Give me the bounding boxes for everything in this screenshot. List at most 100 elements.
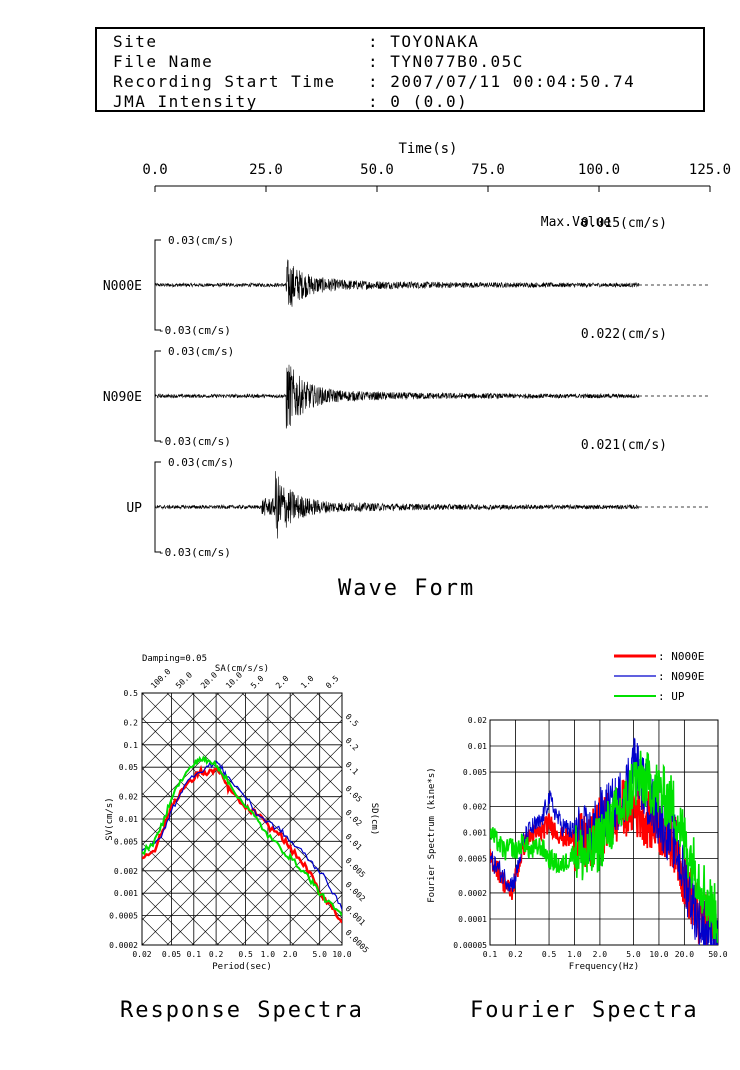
header-value: TYN077B0.05C [390, 52, 524, 71]
four-xtick-label: 1.0 [567, 950, 582, 959]
wave-bottom-label: -0.03(cm/s) [158, 546, 231, 559]
resp-sd-line [142, 693, 320, 871]
four-ytick-label: 0.002 [463, 802, 487, 811]
resp-sd-tick-label: 0.02 [344, 808, 364, 828]
resp-ytick-label: 0.05 [119, 763, 138, 772]
resp-ytick-label: 0.0005 [109, 911, 138, 920]
four-xtick-label: 0.1 [483, 950, 498, 959]
resp-xtick-label: 0.2 [209, 950, 224, 959]
response-spectra-chart: 0.5 0.2 0.1 0.05 0.02 0.01 0.005 0.002 0.001 0.00… [105, 645, 380, 972]
resp-sd-line [166, 769, 342, 945]
resp-sd-line [142, 693, 145, 696]
resp-sd-line [367, 645, 380, 945]
time-tick-label: 0.0 [142, 162, 167, 178]
four-xtick-label: 10.0 [649, 950, 668, 959]
header-row-jma: JMA Intensity: 0 (0.0) [113, 92, 468, 111]
resp-series-line [142, 764, 342, 924]
four-xtick-label: 2.0 [593, 950, 608, 959]
resp-xtick-label: 1.0 [261, 950, 276, 959]
max-value-label: Max.Value [541, 215, 612, 230]
resp-sd-line [142, 693, 270, 821]
header-row-site: Site: TOYONAKA [113, 32, 479, 51]
resp-sa-line [241, 693, 342, 794]
resp-xlabel: Period(sec) [212, 962, 272, 972]
legend-label: : N090E [658, 670, 704, 683]
resp-sa-line [216, 693, 342, 819]
resp-sa-line [142, 792, 295, 945]
resp-xtick-label: 10.0 [332, 950, 351, 959]
resp-sd-tick-label: 0.2 [344, 736, 361, 753]
four-ytick-label: 0.005 [463, 768, 487, 777]
header-info-box: Site: TOYONAKA File Name: TYN077B0.05C R… [95, 27, 705, 112]
four-series-line [490, 750, 718, 943]
resp-ytick-label: 0.1 [124, 741, 139, 750]
resp-sd-line [216, 819, 342, 945]
resp-sa-tick-label: 50.0 [174, 670, 194, 690]
resp-sd-line [142, 693, 195, 746]
wave-trace [154, 259, 640, 307]
resp-sa-line [142, 917, 170, 945]
resp-sa-tick-label: 1.0 [299, 674, 316, 691]
resp-ytick-label: 0.001 [114, 889, 138, 898]
resp-sd-tick-label: 0.01 [344, 832, 364, 852]
resp-sd-line [142, 693, 295, 846]
resp-ytick-label: 0.2 [124, 719, 139, 728]
time-tick-label: 75.0 [471, 162, 505, 178]
wave-bottom-label: -0.03(cm/s) [158, 324, 231, 337]
four-ylabel: Fourier Spectrum (kine*s) [427, 767, 437, 902]
resp-ytick-label: 0.002 [114, 867, 138, 876]
resp-sa-line [142, 817, 270, 945]
resp-sa-tick-label: 0.5 [324, 674, 341, 691]
resp-sd-line [142, 693, 220, 771]
resp-sd-tick-label: 0.1 [344, 760, 361, 777]
time-axis-label: Time(s) [398, 141, 457, 157]
resp-series-line [142, 755, 342, 916]
wave-top-label: 0.03(cm/s) [168, 234, 234, 247]
four-xtick-label: 0.5 [542, 950, 557, 959]
time-tick-label: 125.0 [689, 162, 731, 178]
resp-sd-line [142, 694, 342, 896]
header-value: 0 (0.0) [390, 92, 469, 111]
resp-sd-tick-label: 0.05 [344, 784, 364, 804]
resp-sa-tick-label: 100.0 [149, 667, 173, 691]
resp-sd-tick-label: 0.005 [344, 856, 368, 880]
resp-sa-axis-label: SA(cm/s/s) [215, 664, 269, 674]
four-ytick-label: 0.0005 [458, 855, 487, 864]
wave-trace [154, 471, 640, 539]
wave-channel: 0.03(cm/s) -0.03(cm/s) N090E 0.022(cm/s) [103, 327, 710, 448]
header-label: Recording Start Time [113, 72, 336, 91]
waveform-chart: Time(s) 0.0 25.0 50.0 75.0 100.0 125.0 Max.Va… [103, 141, 731, 559]
resp-ytick-label: 0.5 [124, 689, 139, 698]
resp-xtick-label: 2.0 [283, 950, 298, 959]
four-series-group [490, 737, 718, 945]
four-ytick-label: 0.02 [468, 716, 487, 725]
resp-sd-line [191, 794, 342, 945]
resp-sd-line [142, 744, 342, 945]
resp-damping-label: Damping=0.05 [142, 654, 207, 664]
header-label: File Name [113, 52, 214, 71]
header-label: JMA Intensity [113, 92, 258, 111]
resp-sa-line [142, 942, 145, 945]
four-series-line [490, 737, 718, 945]
resp-sd-line [142, 719, 342, 921]
resp-sd-tick-label: 0.5 [344, 712, 361, 729]
resp-ytick-label: 0.02 [119, 793, 138, 802]
fourier-spectra-title: Fourier Spectra [470, 998, 699, 1023]
four-xtick-label: 5.0 [626, 950, 641, 959]
four-xlabel: Frequency(Hz) [569, 962, 639, 972]
wave-max-value: 0.015(cm/s) [581, 216, 667, 231]
four-xtick-label: 0.2 [508, 950, 523, 959]
resp-sa-line [166, 693, 342, 869]
resp-frame [141, 692, 343, 946]
resp-xtick-label: 5.0 [312, 950, 327, 959]
wave-channel: 0.03(cm/s) -0.03(cm/s) UP 0.021(cm/s) [126, 438, 710, 559]
wave-max-value: 0.022(cm/s) [581, 327, 667, 342]
resp-sa-line [191, 693, 342, 844]
header-value: 2007/07/11 00:04:50.74 [390, 72, 636, 91]
wave-channel-name: N090E [103, 390, 142, 405]
wave-channels: 0.03(cm/s)-0.03(cm/s)N000E0.015(cm/s)0.0… [103, 216, 710, 559]
time-tick-label: 50.0 [360, 162, 394, 178]
wave-top-label: 0.03(cm/s) [168, 345, 234, 358]
resp-sd-axis-label: SD(cm) [369, 803, 379, 836]
resp-sa-line [142, 767, 320, 945]
